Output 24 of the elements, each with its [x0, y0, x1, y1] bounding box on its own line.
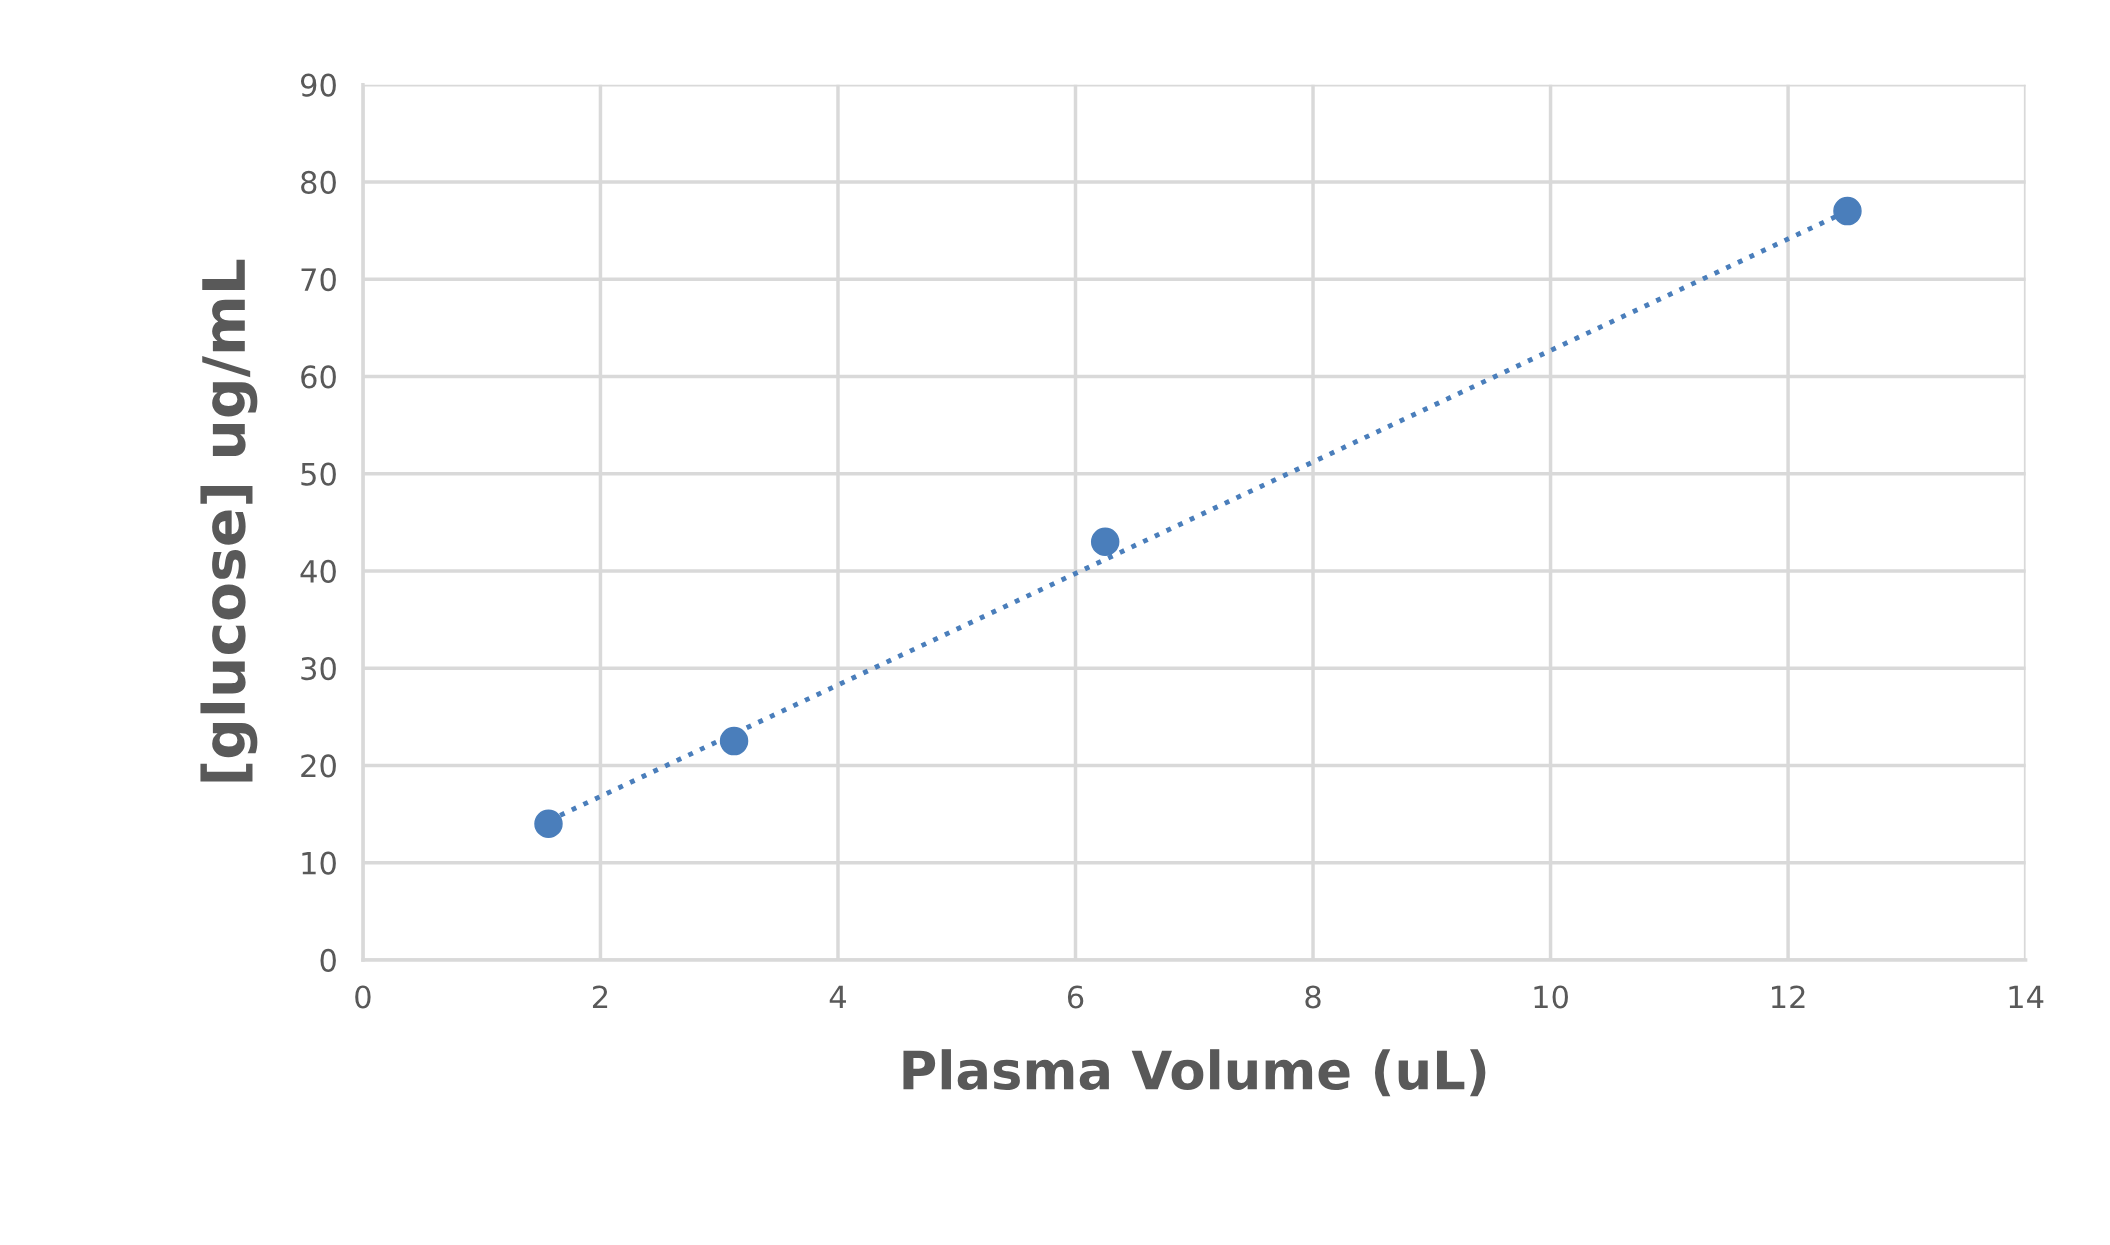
- y-axis-title: [glucose] ug/mL: [200, 259, 258, 782]
- y-tick-label: 0: [320, 948, 336, 972]
- y-tick-label: 90: [300, 73, 336, 97]
- x-tick-label: 6: [1067, 985, 1084, 1009]
- y-tick-label: 80: [301, 170, 336, 194]
- x-tick-label: 12: [1771, 985, 1805, 1009]
- y-tick-label: 40: [300, 559, 336, 583]
- y-tick-label: 30: [301, 657, 336, 681]
- point: [534, 809, 563, 838]
- x-tick-label: 10: [1534, 985, 1568, 1009]
- y-tick-label: 50: [301, 462, 336, 486]
- point: [1090, 527, 1120, 556]
- y-tick-label: 10: [302, 851, 336, 875]
- x-tick-label: 0: [355, 985, 371, 1009]
- x-tick-label: 2: [592, 985, 608, 1009]
- y-tick-label: 60: [301, 365, 336, 389]
- x-tick-label: 8: [1305, 985, 1321, 1009]
- point: [1833, 196, 1862, 226]
- x-axis-title: Plasma Volume (uL): [903, 1049, 1486, 1097]
- y-tick-label: 20: [301, 754, 336, 778]
- x-tick-label: 4: [829, 985, 846, 1009]
- x-tick-label: 14: [2009, 985, 2044, 1009]
- y-tick-label: 70: [301, 268, 336, 292]
- point: [719, 726, 749, 756]
